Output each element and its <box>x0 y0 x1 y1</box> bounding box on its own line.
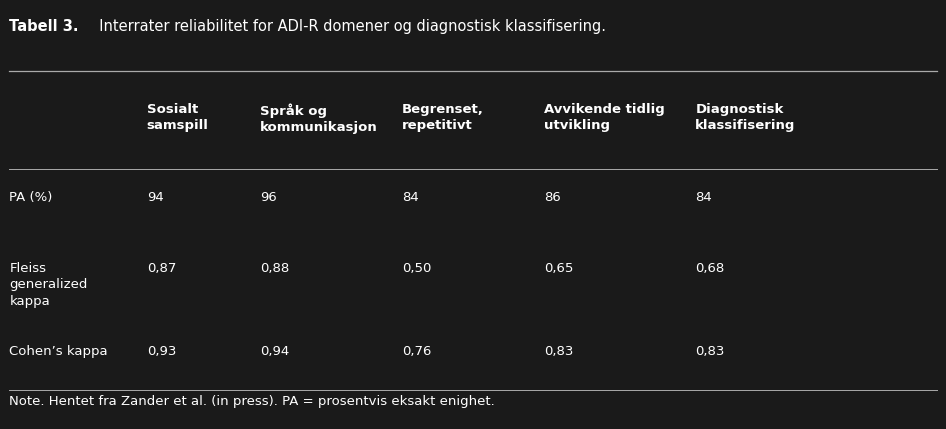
Text: Interrater reliabilitet for ADI-R domener og diagnostisk klassifisering.: Interrater reliabilitet for ADI-R domene… <box>90 19 605 34</box>
Text: 84: 84 <box>402 191 419 204</box>
Text: 96: 96 <box>260 191 277 204</box>
Text: Cohen’s kappa: Cohen’s kappa <box>9 345 108 358</box>
Text: 86: 86 <box>544 191 561 204</box>
Text: Sosialt
samspill: Sosialt samspill <box>147 103 208 133</box>
Text: Fleiss
generalized
kappa: Fleiss generalized kappa <box>9 262 88 308</box>
Text: 0,93: 0,93 <box>147 345 176 358</box>
Text: 0,83: 0,83 <box>695 345 725 358</box>
Text: Note. Hentet fra Zander et al. (in press). PA = prosentvis eksakt enighet.: Note. Hentet fra Zander et al. (in press… <box>9 395 495 408</box>
Text: 0,83: 0,83 <box>544 345 573 358</box>
Text: 0,65: 0,65 <box>544 262 573 275</box>
Text: 84: 84 <box>695 191 712 204</box>
Text: Begrenset,
repetitivt: Begrenset, repetitivt <box>402 103 484 133</box>
Text: 0,87: 0,87 <box>147 262 176 275</box>
Text: 0,68: 0,68 <box>695 262 725 275</box>
Text: 0,50: 0,50 <box>402 262 431 275</box>
Text: PA (%): PA (%) <box>9 191 53 204</box>
Text: Diagnostisk
klassifisering: Diagnostisk klassifisering <box>695 103 796 133</box>
Text: Språk og
kommunikasjon: Språk og kommunikasjon <box>260 103 377 134</box>
Text: Avvikende tidlig
utvikling: Avvikende tidlig utvikling <box>544 103 665 133</box>
Text: 0,94: 0,94 <box>260 345 289 358</box>
Text: 94: 94 <box>147 191 164 204</box>
Text: Tabell 3.: Tabell 3. <box>9 19 79 34</box>
Text: 0,88: 0,88 <box>260 262 289 275</box>
Text: 0,76: 0,76 <box>402 345 431 358</box>
